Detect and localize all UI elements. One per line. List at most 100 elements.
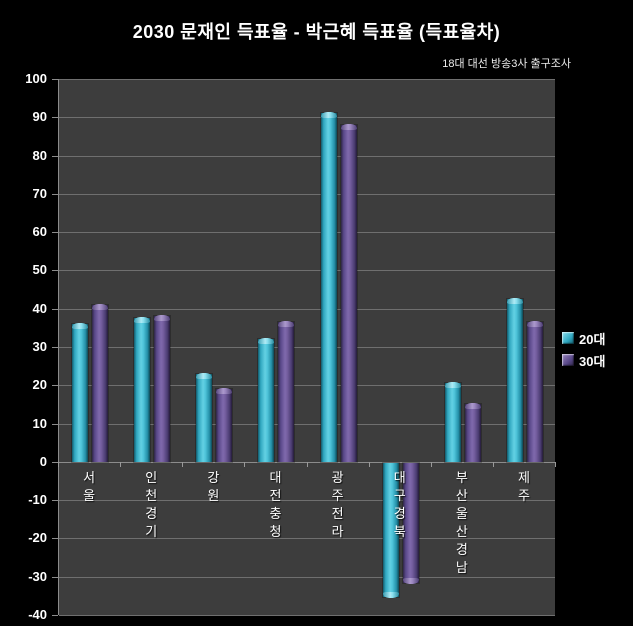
bar-cap (196, 372, 213, 379)
bar-busan-ulsan-gyeongnam-30s (464, 403, 481, 462)
gridline--10 (59, 500, 555, 502)
category-label-gangwon: 강 원 (207, 469, 220, 503)
category-tick-mark (555, 461, 556, 467)
category-label-busan-ulsan-gyeongnam: 부 산 울 산 경 남 (455, 469, 468, 575)
bar-jeju-20s (506, 298, 523, 462)
bar-cap (216, 388, 233, 395)
y-tick-mark (52, 385, 58, 387)
category-tick-mark (430, 461, 432, 467)
legend-label: 20대 (579, 331, 606, 347)
y-axis-label-20: 20 (32, 377, 47, 393)
bar-cap (92, 303, 109, 310)
category-tick-mark (182, 461, 184, 467)
legend-item-30s: 30대 (562, 352, 606, 369)
plot-area (58, 79, 555, 616)
y-tick-mark (52, 308, 58, 310)
y-tick-mark (52, 193, 58, 195)
category-label-jeju: 제 주 (517, 469, 530, 503)
category-label-daejeon-chungcheong: 대 전 충 청 (269, 469, 282, 539)
bar-incheon-gyeonggi-20s (134, 317, 151, 462)
bar-gangwon-30s (216, 388, 233, 462)
y-axis-label-10: 10 (32, 415, 47, 431)
bar-cap (134, 317, 151, 324)
gridline-50 (59, 270, 555, 272)
y-axis-label-0: 0 (39, 453, 47, 469)
legend-label: 30대 (579, 353, 606, 369)
gridline-10 (59, 423, 555, 425)
gridline-20 (59, 385, 555, 387)
y-tick-mark (52, 461, 58, 463)
y-axis-label-50: 50 (32, 262, 47, 278)
y-axis-label--20: -20 (28, 530, 47, 546)
category-tick-mark (244, 461, 246, 467)
category-label-daegu-gyeongbuk: 대 구 경 북 (393, 469, 406, 539)
category-tick-mark (306, 461, 308, 467)
y-tick-mark (52, 155, 58, 157)
y-axis-label--10: -10 (28, 492, 47, 508)
gridline-30 (59, 347, 555, 348)
bar-cap (154, 315, 171, 322)
y-axis-label-90: 90 (32, 109, 47, 125)
gridline--40 (59, 615, 555, 616)
category-tick-mark (120, 461, 122, 467)
bar-cap (320, 112, 337, 119)
y-axis-label-80: 80 (32, 147, 47, 163)
gridline-70 (59, 193, 555, 195)
legend-item-20s: 20대 (562, 330, 606, 347)
y-tick-mark (52, 500, 58, 502)
bar-cap (506, 298, 523, 305)
y-tick-mark (52, 615, 58, 616)
bar-gangwon-20s (196, 372, 213, 462)
bar-daegu-gyeongbuk-30s (402, 462, 419, 585)
bar-busan-ulsan-gyeongnam-20s (444, 382, 461, 462)
y-tick-mark (52, 347, 58, 348)
legend-swatch-icon (562, 354, 574, 366)
bar-daejeon-chungcheong-30s (278, 321, 295, 462)
gridline-60 (59, 232, 555, 234)
bar-cap (278, 321, 295, 328)
gridline-40 (59, 308, 555, 310)
y-tick-mark (52, 117, 58, 119)
y-tick-mark (52, 232, 58, 234)
bar-cap (340, 123, 357, 130)
category-label-incheon-gyeonggi: 인 천 경 기 (145, 469, 158, 539)
chart-title: 2030 문재인 득표율 - 박근혜 득표율 (득표율차) (132, 22, 501, 42)
bar-gwangju-jeolla-20s (320, 112, 337, 462)
category-tick-mark (492, 461, 494, 467)
bar-cap (444, 382, 461, 389)
chart-subtitle: 18대 대선 방송3사 출구조사 (442, 58, 571, 70)
bar-gwangju-jeolla-30s (340, 123, 357, 462)
category-label-seoul: 서 울 (83, 469, 96, 503)
y-tick-mark (52, 423, 58, 425)
legend: 20대 30대 (562, 330, 605, 374)
gridline-90 (59, 117, 555, 119)
category-tick-mark (368, 461, 370, 467)
bar-cap (258, 338, 275, 345)
category-tick-mark (58, 461, 59, 467)
bar-incheon-gyeonggi-30s (154, 315, 171, 462)
y-tick-mark (52, 538, 58, 540)
gridline--20 (59, 538, 555, 540)
y-tick-mark (52, 270, 58, 272)
y-axis-label-60: 60 (32, 224, 47, 240)
bar-jeju-30s (526, 321, 543, 462)
legend-swatch-icon (562, 332, 574, 344)
y-axis-label-40: 40 (32, 300, 47, 316)
bar-cap (402, 578, 419, 585)
y-axis-label-100: 100 (25, 71, 47, 86)
gridline--30 (59, 576, 555, 578)
y-axis-label-30: 30 (32, 339, 47, 354)
bar-cap (382, 591, 399, 598)
y-tick-mark (52, 79, 58, 80)
y-axis-label--40: -40 (28, 607, 47, 622)
category-label-gwangju-jeolla: 광 주 전 라 (331, 469, 344, 539)
y-axis-label-70: 70 (32, 185, 47, 201)
bar-cap (464, 403, 481, 410)
bar-daegu-gyeongbuk-20s (382, 462, 399, 598)
bar-cap (526, 321, 543, 328)
bar-seoul-30s (92, 303, 109, 462)
gridline-100 (59, 79, 555, 80)
y-axis-label--30: -30 (28, 568, 47, 584)
gridline-80 (59, 155, 555, 157)
